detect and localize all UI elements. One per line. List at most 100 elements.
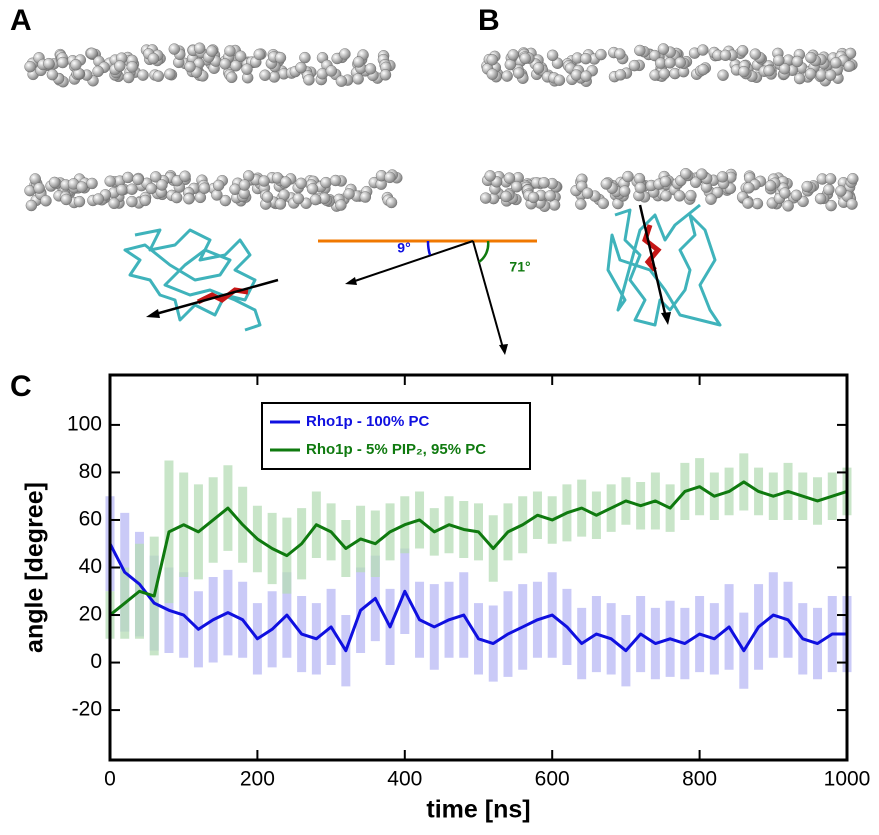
lipid-head	[92, 193, 105, 205]
arrow-head	[661, 312, 671, 325]
lipid-head	[359, 191, 372, 203]
lipid-head	[793, 72, 806, 85]
lipid-head	[92, 65, 104, 78]
x-tick-label: 1000	[824, 768, 871, 791]
y-axis-label: angle [degree]	[21, 482, 49, 653]
lipid-head	[634, 44, 646, 57]
legend-box	[261, 402, 531, 470]
lipid-head	[507, 49, 519, 61]
x-tick-label: 0	[104, 768, 116, 791]
lipid-head	[824, 173, 837, 185]
lipid-head	[804, 68, 817, 80]
protein-b	[606, 203, 722, 327]
lipid-head	[114, 60, 126, 72]
lipid-head	[156, 179, 168, 191]
lipid-head	[738, 65, 750, 78]
lipid-head	[801, 180, 813, 193]
arrow-head	[499, 344, 508, 355]
angle-label: 71°	[509, 259, 530, 275]
lipid-head	[225, 71, 238, 84]
lipid-head	[628, 59, 641, 72]
legend-label: Rho1p - 5% PIP₂, 95% PC	[306, 441, 486, 458]
lipid-head	[86, 47, 98, 60]
y-tick-label: 40	[79, 555, 102, 578]
lipid-head	[116, 184, 128, 196]
series-line	[109, 480, 848, 617]
lipid-head	[184, 61, 196, 73]
lipid-head	[24, 60, 36, 73]
lipid-head	[519, 52, 531, 65]
lipid-head	[527, 191, 540, 204]
lipid-head	[512, 67, 525, 79]
lipid-head	[657, 43, 670, 55]
lipid-head	[219, 194, 232, 207]
lipid-head	[25, 199, 38, 212]
lipid-head	[824, 69, 837, 81]
lipid-head	[486, 54, 498, 66]
vector-a	[351, 240, 474, 283]
lipid-head	[501, 70, 513, 82]
lipid-head	[179, 170, 191, 182]
lipid-head	[736, 45, 749, 57]
lipid-head	[224, 45, 236, 57]
legend-label: Rho1p - 100% PC	[306, 413, 430, 430]
lipid-head	[570, 69, 583, 81]
lipid-head	[600, 178, 613, 190]
panel-label: C	[10, 370, 32, 403]
lipid-head	[597, 197, 609, 210]
lipid-head	[581, 187, 594, 199]
lipid-head	[823, 183, 835, 196]
lipid-head	[234, 50, 247, 62]
lipid-head	[486, 68, 499, 80]
lipid-head	[825, 199, 837, 212]
lipid-head	[70, 59, 82, 71]
x-tick-label: 200	[240, 768, 275, 791]
lipid-head	[86, 177, 98, 190]
lipid-head	[137, 69, 149, 81]
arrow-head	[345, 277, 357, 285]
lipid-head	[484, 170, 496, 182]
lipid-head	[212, 179, 225, 192]
lipid-head	[145, 182, 158, 195]
lipid-head	[719, 49, 732, 61]
lipid-head	[618, 185, 631, 197]
lipid-head	[385, 196, 398, 209]
lipid-head	[614, 69, 627, 81]
lipid-head	[320, 176, 332, 189]
protein-a	[123, 228, 262, 332]
lipid-head	[717, 69, 729, 81]
lipid-head	[258, 175, 270, 187]
lipid-head	[303, 74, 315, 86]
lipid-head	[309, 193, 322, 206]
lipid-head	[622, 170, 634, 183]
membranes	[24, 42, 859, 212]
lipid-head	[46, 68, 59, 81]
lipid-head	[198, 182, 211, 194]
lipid-head	[503, 172, 516, 184]
lipid-head	[847, 173, 859, 185]
lipid-head	[778, 63, 791, 75]
panel-label: B	[478, 4, 500, 37]
lipid-head	[76, 181, 88, 193]
lipid-head	[339, 48, 351, 60]
lipid-head	[480, 192, 492, 204]
lipid-head	[43, 57, 55, 70]
lipid-head	[211, 189, 223, 201]
lipid-head	[742, 197, 754, 209]
vector-b	[472, 240, 504, 349]
lipid-head	[685, 189, 697, 202]
x-tick-label: 400	[387, 768, 422, 791]
lipid-head	[779, 187, 791, 199]
lipid-head	[538, 177, 550, 189]
y-tick-label: 20	[79, 603, 102, 626]
lipid-head	[697, 63, 709, 76]
lipid-head	[814, 192, 827, 205]
lipid-head	[329, 174, 342, 187]
lipid-head	[763, 64, 775, 77]
lipid-head	[764, 179, 777, 192]
lipid-head	[659, 175, 672, 188]
series-line	[108, 543, 847, 653]
lipid-head	[206, 45, 218, 57]
x-tick-label: 800	[682, 768, 717, 791]
